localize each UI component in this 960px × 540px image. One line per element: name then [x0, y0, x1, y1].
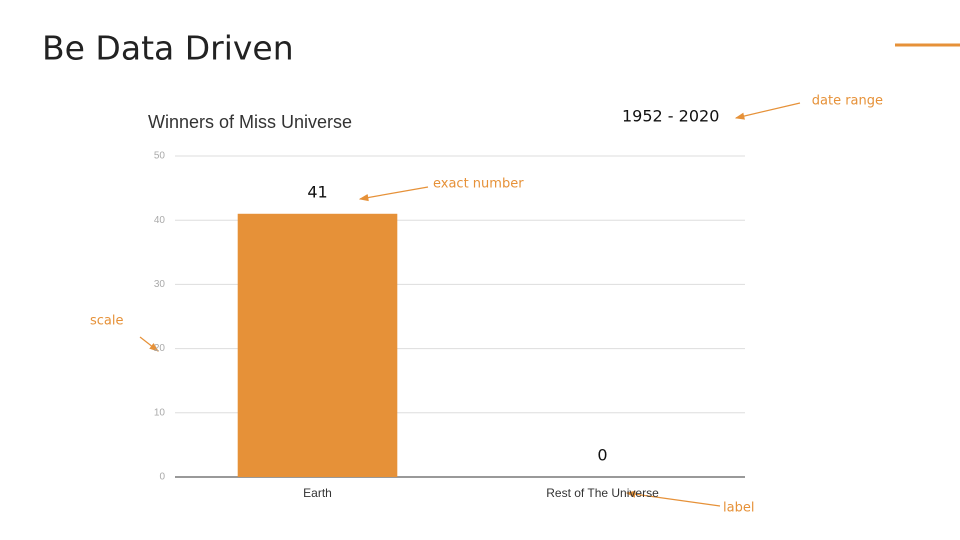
annotation-arrow: [734, 102, 801, 120]
x-tick-label: Earth: [303, 486, 332, 500]
y-tick-label: 10: [154, 407, 166, 418]
data-label: 41: [307, 182, 327, 201]
y-tick-label: 40: [154, 215, 166, 226]
y-tick-label: 30: [154, 279, 166, 290]
data-label: 0: [597, 446, 607, 465]
slide-title: Be Data Driven: [42, 29, 294, 68]
annotation: exact number: [433, 177, 524, 192]
annotation-arrow: [358, 186, 429, 202]
annotation: scale: [90, 314, 124, 329]
date-range: 1952 - 2020: [622, 107, 719, 126]
bar: [237, 213, 398, 477]
y-tick-label: 20: [154, 343, 166, 354]
x-tick-label: Rest of The Universe: [546, 486, 659, 500]
y-tick-label: 50: [154, 151, 166, 162]
annotation-arrow: [625, 490, 721, 507]
chart-title: Winners of Miss Universe: [148, 112, 352, 132]
annotation: label: [723, 501, 754, 516]
y-tick-label: 0: [159, 472, 165, 483]
annotation-arrow: [139, 336, 159, 352]
annotation: date range: [812, 94, 883, 109]
